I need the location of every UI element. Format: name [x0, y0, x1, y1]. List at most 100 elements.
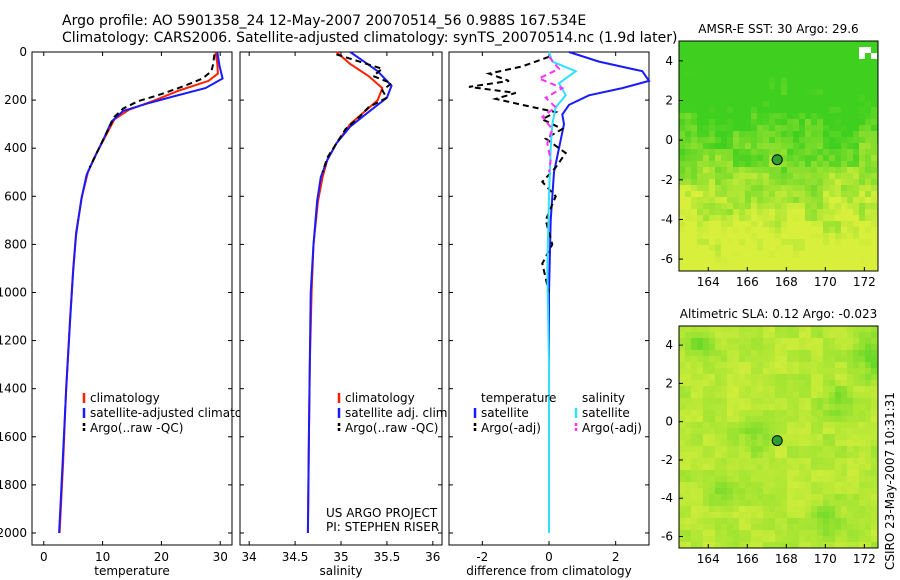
map-cell	[769, 386, 775, 392]
map-cell	[709, 245, 715, 251]
map-cell	[691, 251, 697, 257]
map-cell	[835, 227, 841, 233]
map-cell	[739, 542, 745, 548]
map-cell	[703, 368, 709, 374]
map-cell	[751, 512, 757, 518]
map-cell	[733, 179, 739, 185]
map-cell	[871, 185, 877, 191]
map-cell	[799, 362, 805, 368]
map-cell	[781, 161, 787, 167]
map-cell	[775, 428, 781, 434]
map-cell	[847, 356, 853, 362]
map-cell	[721, 191, 727, 197]
map-cell	[745, 326, 751, 332]
map-cell	[763, 143, 769, 149]
map-cell	[691, 173, 697, 179]
map-cell	[721, 368, 727, 374]
map-cell	[847, 233, 853, 239]
map-cell	[805, 434, 811, 440]
map-cell	[703, 524, 709, 530]
map-cell	[847, 257, 853, 263]
map-cell	[835, 440, 841, 446]
map-cell	[823, 482, 829, 488]
map-cell	[781, 125, 787, 131]
map-cell	[745, 470, 751, 476]
map-cell	[733, 59, 739, 65]
map-cell	[841, 458, 847, 464]
map-cell	[847, 113, 853, 119]
map-cell	[781, 488, 787, 494]
map-cell	[763, 470, 769, 476]
map-cell	[685, 221, 691, 227]
map-cell	[697, 506, 703, 512]
map-cell	[697, 149, 703, 155]
map-cell	[709, 386, 715, 392]
map-cell	[829, 464, 835, 470]
map-cell	[847, 458, 853, 464]
map-cell	[733, 95, 739, 101]
map-cell	[823, 251, 829, 257]
map-cell	[715, 83, 721, 89]
map-cell	[691, 53, 697, 59]
map-cell	[757, 173, 763, 179]
map-cell	[721, 269, 727, 271]
map-cell	[829, 482, 835, 488]
map-cell	[805, 500, 811, 506]
map-cell	[823, 203, 829, 209]
map-cell	[715, 410, 721, 416]
map-cell	[751, 101, 757, 107]
map-cell	[841, 338, 847, 344]
map-cell	[769, 59, 775, 65]
map-cell	[823, 41, 829, 47]
map-cell	[751, 404, 757, 410]
map-cell	[745, 488, 751, 494]
map-cell	[835, 536, 841, 542]
map-cell	[709, 500, 715, 506]
map-cell	[751, 161, 757, 167]
map-cell	[811, 143, 817, 149]
map-cell	[817, 53, 823, 59]
map-cell	[847, 338, 853, 344]
map-cell	[847, 398, 853, 404]
map-cell	[709, 362, 715, 368]
map-cell	[709, 374, 715, 380]
map-cell	[775, 350, 781, 356]
map-cell	[871, 47, 877, 53]
map-cell	[793, 149, 799, 155]
map-cell	[739, 392, 745, 398]
map-cell	[871, 386, 877, 392]
map-cell	[799, 53, 805, 59]
map-cell	[781, 137, 787, 143]
map-cell	[841, 530, 847, 536]
argo-float-marker	[771, 435, 783, 447]
map-cell	[787, 269, 793, 271]
map-cell	[733, 488, 739, 494]
map-cell	[829, 386, 835, 392]
map-cell	[715, 233, 721, 239]
map-cell	[775, 269, 781, 271]
map-cell	[793, 131, 799, 137]
map-cell	[691, 386, 697, 392]
map-cell	[751, 524, 757, 530]
map-cell	[769, 416, 775, 422]
map-cell	[769, 119, 775, 125]
map-cell	[829, 53, 835, 59]
map-cell	[799, 113, 805, 119]
map-cell	[733, 398, 739, 404]
map-cell	[751, 149, 757, 155]
map-cell	[829, 416, 835, 422]
map-cell	[805, 332, 811, 338]
map-cell	[757, 440, 763, 446]
map-cell	[829, 518, 835, 524]
map-cell	[811, 404, 817, 410]
map-cell	[727, 173, 733, 179]
map-cell	[763, 77, 769, 83]
map-cell	[805, 191, 811, 197]
map-cell	[859, 458, 865, 464]
map-cell	[859, 380, 865, 386]
map-cell	[811, 167, 817, 173]
map-cell	[769, 470, 775, 476]
map-cell	[721, 488, 727, 494]
map-cell	[835, 326, 841, 332]
